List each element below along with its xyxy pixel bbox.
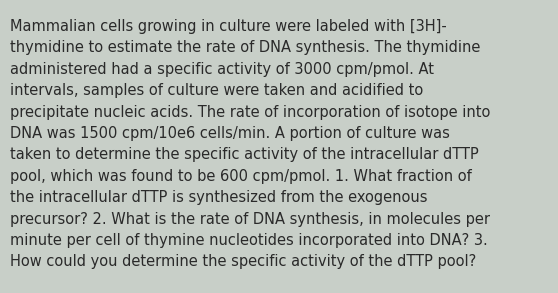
Text: How could you determine the specific activity of the dTTP pool?: How could you determine the specific act… <box>10 254 477 269</box>
Text: precipitate nucleic acids. The rate of incorporation of isotope into: precipitate nucleic acids. The rate of i… <box>10 105 490 120</box>
Text: precursor? 2. What is the rate of DNA synthesis, in molecules per: precursor? 2. What is the rate of DNA sy… <box>10 212 490 226</box>
Text: pool, which was found to be 600 cpm/pmol. 1. What fraction of: pool, which was found to be 600 cpm/pmol… <box>10 169 472 184</box>
Text: intervals, samples of culture were taken and acidified to: intervals, samples of culture were taken… <box>10 83 424 98</box>
Text: Mammalian cells growing in culture were labeled with [3H]-: Mammalian cells growing in culture were … <box>10 19 447 34</box>
Text: minute per cell of thymine nucleotides incorporated into DNA? 3.: minute per cell of thymine nucleotides i… <box>10 233 488 248</box>
Text: DNA was 1500 cpm/10e6 cells/min. A portion of culture was: DNA was 1500 cpm/10e6 cells/min. A porti… <box>10 126 450 141</box>
Text: administered had a specific activity of 3000 cpm/pmol. At: administered had a specific activity of … <box>10 62 434 77</box>
Text: thymidine to estimate the rate of DNA synthesis. The thymidine: thymidine to estimate the rate of DNA sy… <box>10 40 480 55</box>
Text: the intracellular dTTP is synthesized from the exogenous: the intracellular dTTP is synthesized fr… <box>10 190 427 205</box>
Text: taken to determine the specific activity of the intracellular dTTP: taken to determine the specific activity… <box>10 147 479 162</box>
